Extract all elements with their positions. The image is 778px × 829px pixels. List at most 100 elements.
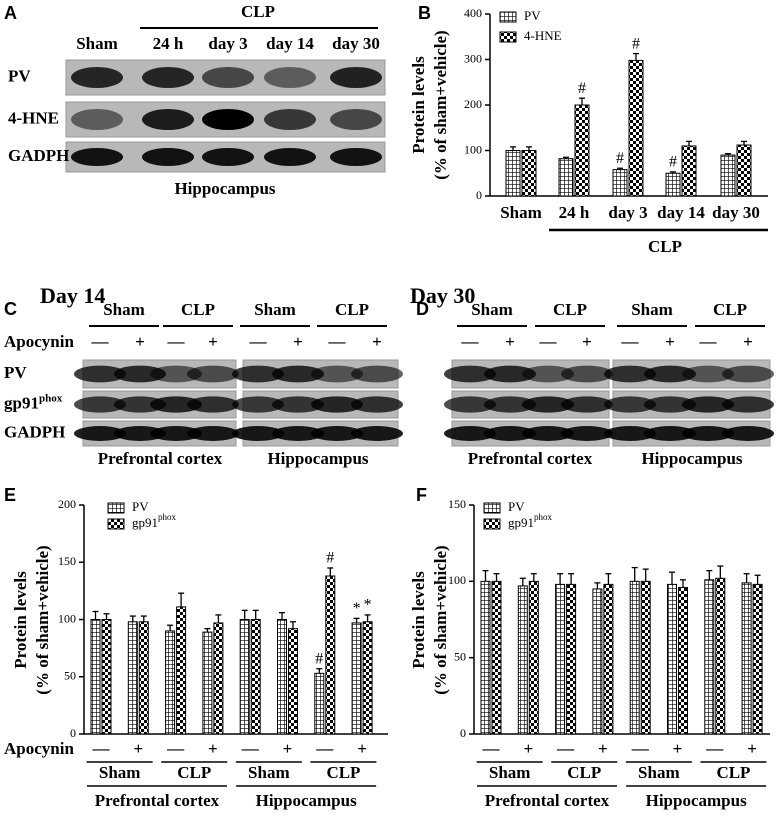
blot-band <box>311 426 363 441</box>
legend-swatch <box>483 518 501 530</box>
treatment-sign: + <box>208 739 218 758</box>
bar <box>176 606 187 735</box>
bar <box>603 583 614 735</box>
blot-band <box>114 426 166 441</box>
treatment-sign: + <box>208 332 218 351</box>
y-tick-label: 200 <box>58 497 76 511</box>
bar <box>574 104 590 197</box>
error-bar <box>526 146 532 151</box>
blot-band <box>272 365 324 383</box>
y-tick-label: 200 <box>464 97 482 111</box>
bar <box>741 582 752 735</box>
blot-band <box>142 109 194 130</box>
caption: Hippocampus <box>267 449 368 468</box>
blot-band <box>272 396 324 413</box>
blot-band <box>202 109 254 130</box>
error-bar <box>725 153 731 156</box>
blot-band <box>202 148 254 166</box>
significance-marker: # <box>315 650 323 667</box>
bar <box>101 619 112 735</box>
panel-label: F <box>416 485 427 505</box>
row-label: PV <box>4 363 27 382</box>
treatment-label: Apocynin <box>4 332 74 351</box>
caption: Hippocampus <box>174 179 275 198</box>
row-label-main: GADPH <box>4 422 65 441</box>
bar <box>521 150 537 197</box>
legend-entry-main: 4-HNE <box>524 28 562 43</box>
row-label-main: gp91 <box>4 393 39 412</box>
bar <box>138 621 149 735</box>
group-label: CLP <box>241 2 275 21</box>
legend-entry: 4-HNE <box>524 28 562 43</box>
bar <box>752 583 763 735</box>
error-bar <box>519 577 526 586</box>
region-label: Prefrontal cortex <box>95 791 220 810</box>
y-tick-label: 100 <box>464 142 482 156</box>
error-bar <box>530 573 537 582</box>
bar <box>250 619 261 735</box>
error-bar <box>364 614 371 622</box>
treatment-sign: — <box>699 332 718 351</box>
blot-band <box>682 426 734 441</box>
x-tick-label: 24 h <box>559 203 590 222</box>
error-bar <box>103 613 110 620</box>
treatment-sign: — <box>315 739 334 758</box>
blot-band <box>150 365 202 383</box>
blot-band <box>604 396 656 413</box>
legend-swatch <box>499 31 517 43</box>
legend-entry-main: gp91 <box>508 515 534 530</box>
blot-band <box>444 426 496 441</box>
significance-marker: * <box>353 600 361 617</box>
group-label: CLP <box>648 237 682 256</box>
treatment-sign: + <box>523 739 533 758</box>
legend-entry-sup: phox <box>534 512 553 522</box>
treatment-sign: — <box>166 739 185 758</box>
row-label: GADPH <box>8 146 69 165</box>
legend-entry-main: PV <box>132 499 149 514</box>
blot-band <box>351 426 403 441</box>
error-bar <box>633 52 639 61</box>
error-bar <box>204 628 211 633</box>
bar <box>165 630 176 735</box>
y-tick-label: 150 <box>448 497 466 511</box>
error-bar <box>617 167 623 170</box>
error-bar <box>178 592 185 607</box>
bar <box>592 588 603 735</box>
blot-band <box>484 396 536 413</box>
bar <box>213 622 224 735</box>
caption: Prefrontal cortex <box>468 449 593 468</box>
treatment-sign: — <box>92 739 111 758</box>
row-label: gp91phox <box>4 392 63 412</box>
treatment-sign: — <box>328 332 347 351</box>
error-bar <box>631 566 638 582</box>
group-label: CLP <box>326 763 360 782</box>
blot-band <box>561 396 613 413</box>
error-bar <box>579 97 585 105</box>
region-label: Prefrontal cortex <box>485 791 610 810</box>
error-bar <box>754 574 761 585</box>
y-tick-label: 400 <box>464 6 482 20</box>
region-label: Hippocampus <box>646 791 747 810</box>
error-bar <box>140 615 147 622</box>
blot-band <box>187 365 239 383</box>
lane-label: Sham <box>76 34 118 53</box>
bar <box>325 575 336 735</box>
blot-band <box>722 426 774 441</box>
y-tick-label: 100 <box>58 611 76 625</box>
legend-swatch <box>107 518 125 530</box>
error-bar <box>129 615 136 622</box>
treatment-sign: + <box>135 332 145 351</box>
bar <box>202 631 213 735</box>
significance-marker: * <box>364 597 372 614</box>
blot-band <box>522 426 574 441</box>
group-label: Sham <box>638 763 680 782</box>
bar <box>239 619 250 735</box>
blot-band <box>264 148 316 166</box>
legend-entry: PV <box>132 499 149 514</box>
y-tick-label: 150 <box>58 554 76 568</box>
treatment-sign: + <box>133 739 143 758</box>
bar <box>127 621 138 735</box>
blot-band <box>311 365 363 383</box>
error-bar <box>92 610 99 620</box>
blot-band <box>330 148 382 166</box>
